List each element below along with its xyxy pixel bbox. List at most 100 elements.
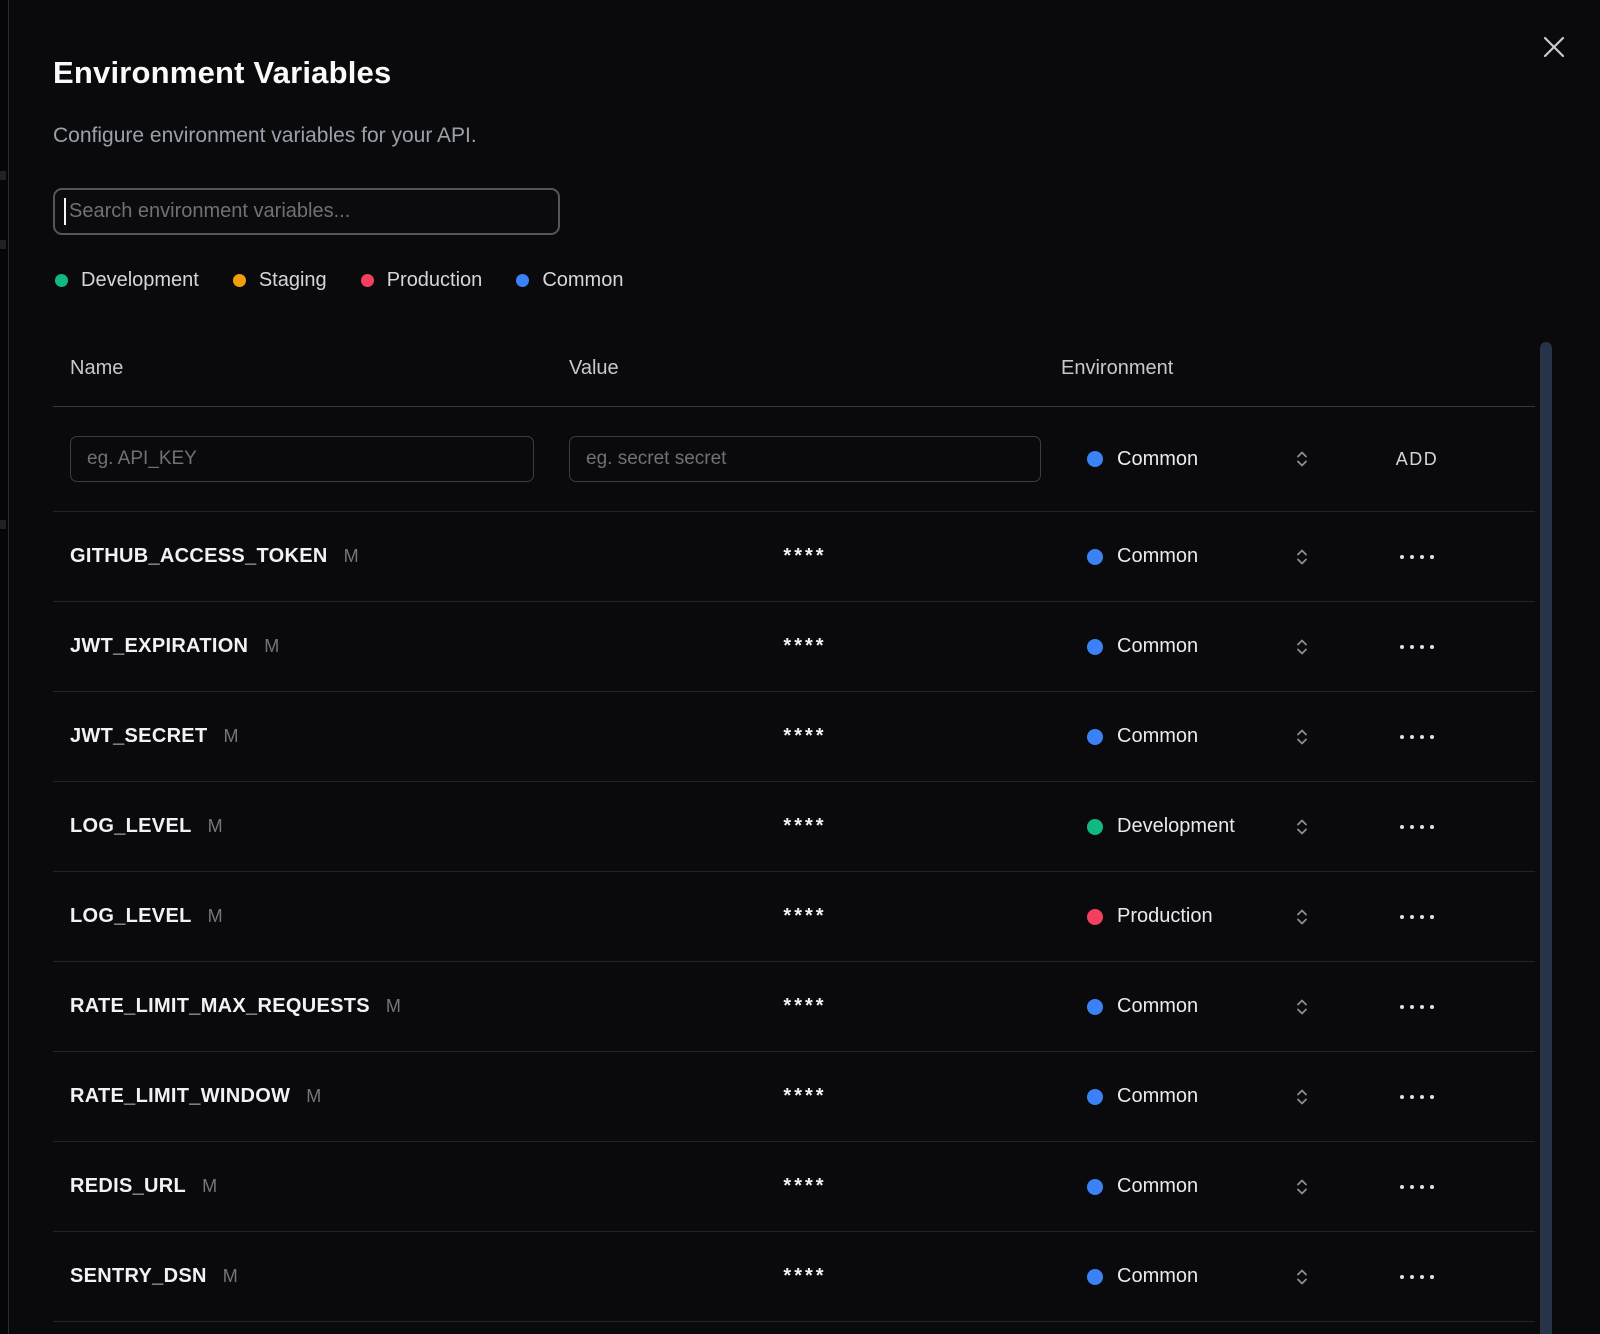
search-box [53, 188, 560, 235]
row-menu-button[interactable] [1398, 1179, 1436, 1195]
masked-value: **** [783, 1265, 827, 1287]
env-color-dot [1087, 818, 1103, 835]
column-header-name: Name [70, 356, 124, 379]
new-variable-value-input[interactable] [569, 436, 1041, 482]
env-color-dot [1087, 548, 1103, 565]
environment-select[interactable]: Common [1041, 1265, 1331, 1288]
table-row: LOG_LEVEL M **** Development [53, 782, 1535, 872]
environment-select[interactable]: Common [1041, 1085, 1331, 1108]
staging-color-dot [232, 274, 246, 287]
legend-label: Common [542, 269, 624, 291]
chevron-updown-icon [1294, 637, 1310, 657]
masked-value: **** [783, 905, 827, 927]
masked-badge: M [222, 1266, 238, 1286]
env-label: Development [1117, 815, 1235, 837]
variable-name: JWT_EXPIRATION [70, 635, 249, 657]
environment-legend: Development Staging Production Common [55, 269, 623, 292]
masked-value: **** [783, 995, 827, 1017]
environment-select[interactable]: Common [1041, 725, 1331, 748]
masked-value: **** [783, 1085, 827, 1107]
new-variable-environment-select[interactable]: Common [1041, 448, 1331, 471]
variable-name: LOG_LEVEL [70, 815, 192, 837]
row-menu-button[interactable] [1398, 639, 1436, 655]
environment-select[interactable]: Development [1041, 815, 1331, 838]
background-text-fragment [0, 520, 6, 529]
table-row: SENTRY_DSN M **** Common [53, 1232, 1535, 1322]
search-input[interactable] [53, 188, 560, 235]
variable-name: RATE_LIMIT_WINDOW [70, 1085, 291, 1107]
env-color-dot [1087, 1178, 1103, 1195]
chevron-updown-icon [1294, 817, 1310, 837]
env-color-dot [1087, 451, 1103, 467]
chevron-updown-icon [1294, 1177, 1310, 1197]
row-menu-button[interactable] [1398, 549, 1436, 565]
environment-select[interactable]: Common [1041, 545, 1331, 568]
env-label: Common [1117, 635, 1199, 657]
column-header-environment: Environment [1061, 356, 1174, 379]
close-icon[interactable] [1541, 34, 1567, 60]
scrollbar[interactable] [1540, 342, 1552, 1334]
text-caret [64, 198, 66, 225]
new-value-cell [569, 436, 1041, 482]
chevron-updown-icon [1294, 1087, 1310, 1107]
production-color-dot [360, 274, 374, 287]
table-row: REDIS_URL M **** Common [53, 1142, 1535, 1232]
development-color-dot [55, 274, 68, 287]
add-button[interactable]: ADD [1395, 448, 1439, 469]
new-variable-name-input[interactable] [70, 436, 534, 482]
env-label: Common [1117, 1175, 1199, 1197]
chevron-updown-icon [1294, 907, 1310, 927]
row-menu-button[interactable] [1398, 819, 1436, 835]
common-color-dot [516, 274, 530, 287]
environment-select[interactable]: Common [1041, 635, 1331, 658]
table-row: LOG_LEVEL M **** Production [53, 872, 1535, 962]
row-menu-button[interactable] [1398, 729, 1436, 745]
environment-select[interactable]: Common [1041, 1175, 1331, 1198]
legend-label: Development [81, 269, 199, 291]
table-row: JWT_EXPIRATION M **** Common [53, 602, 1535, 692]
variable-name: JWT_SECRET [70, 725, 208, 747]
masked-badge: M [223, 726, 239, 746]
masked-badge: M [306, 1086, 322, 1106]
env-color-dot [1087, 908, 1103, 925]
row-menu-button[interactable] [1398, 999, 1436, 1015]
variable-name: REDIS_URL [70, 1175, 187, 1197]
table-row: JWT_SECRET M **** Common [53, 692, 1535, 782]
env-color-dot [1087, 728, 1103, 745]
chevron-updown-icon [1294, 997, 1310, 1017]
masked-badge: M [202, 1176, 218, 1196]
masked-badge: M [207, 906, 223, 926]
row-menu-button[interactable] [1398, 1269, 1436, 1285]
masked-badge: M [264, 636, 280, 656]
background-text-fragment [0, 240, 6, 249]
environment-select[interactable]: Common [1041, 995, 1331, 1018]
env-color-dot [1087, 638, 1103, 655]
masked-value: **** [783, 1175, 827, 1197]
masked-badge: M [343, 546, 359, 566]
env-label: Common [1117, 1085, 1199, 1107]
masked-value: **** [783, 635, 827, 657]
new-name-cell [53, 436, 569, 482]
masked-value: **** [783, 815, 827, 837]
row-menu-button[interactable] [1398, 1089, 1436, 1105]
env-label: Production [1117, 905, 1213, 927]
variables-table: Name Value Environment Common ADD [53, 330, 1535, 1322]
environment-select[interactable]: Production [1041, 905, 1331, 928]
env-color-dot [1087, 1268, 1103, 1285]
env-label: Common [1117, 995, 1199, 1017]
page-title: Environment Variables [53, 55, 392, 90]
masked-value: **** [783, 725, 827, 747]
add-variable-row: Common ADD [53, 407, 1535, 512]
legend-item-development: Development [55, 269, 199, 292]
legend-label: Staging [258, 269, 327, 291]
underlying-page-sliver [0, 0, 9, 1334]
variable-name: SENTRY_DSN [70, 1265, 207, 1287]
table-row: GITHUB_ACCESS_TOKEN M **** Common [53, 512, 1535, 602]
chevron-updown-icon [1294, 1267, 1310, 1287]
legend-item-common: Common [516, 269, 623, 292]
add-action-cell: ADD [1331, 449, 1535, 470]
table-row: RATE_LIMIT_MAX_REQUESTS M **** Common [53, 962, 1535, 1052]
env-color-dot [1087, 998, 1103, 1015]
row-menu-button[interactable] [1398, 909, 1436, 925]
